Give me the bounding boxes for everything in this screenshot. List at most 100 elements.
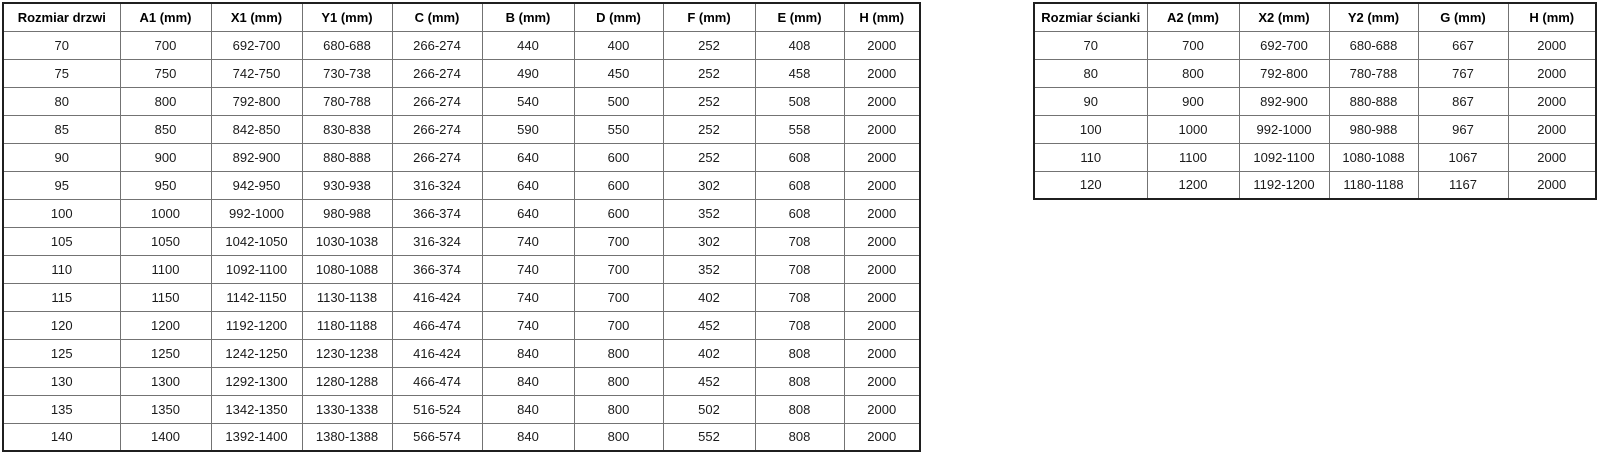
table-row: 135 1350 1342-1350 1330-1338 516-524 840 800 50… <box>2 394 921 424</box>
column-header: F (mm) <box>662 2 756 32</box>
table-row: 105 1050 1042-1050 1030-1038 316-324 740 700 30… <box>2 226 921 256</box>
table-row: 95 950 942-950 930-938 316-324 640 600 302 608 20… <box>2 170 921 200</box>
table-cell: 780-788 <box>301 86 393 116</box>
table-cell: 1230-1238 <box>301 338 393 368</box>
table-row: 120 1200 1192-1200 1180-1188 466-474 740 700 45… <box>2 310 921 340</box>
table-row: 70 700 692-700 680-688 667 2000 <box>1033 30 1597 60</box>
table-cell: 2000 <box>843 86 921 116</box>
table-cell: 800 <box>119 86 212 116</box>
table-cell: 2000 <box>843 422 921 452</box>
table-cell: 90 <box>1033 86 1148 116</box>
table-cell: 2000 <box>843 58 921 88</box>
table-cell: 740 <box>481 254 575 284</box>
table-row: 125 1250 1242-1250 1230-1238 416-424 840 800 40… <box>2 338 921 368</box>
table-cell: 1192-1200 <box>210 310 303 340</box>
table-cell: 252 <box>662 58 756 88</box>
table-cell: 402 <box>662 282 756 312</box>
table-cell: 416-424 <box>391 338 483 368</box>
table-cell: 1142-1150 <box>210 282 303 312</box>
table-cell: 70 <box>1033 30 1148 60</box>
doors-spec-table: Rozmiar drzwi A1 (mm) X1 (mm) Y1 (mm) C (mm)… <box>2 2 921 452</box>
table-cell: 1167 <box>1417 170 1509 200</box>
table-cell: 266-274 <box>391 86 483 116</box>
table-cell: 600 <box>573 198 664 228</box>
table-cell: 950 <box>119 170 212 200</box>
table-cell: 942-950 <box>210 170 303 200</box>
table-cell: 302 <box>662 170 756 200</box>
table-cell: 2000 <box>843 310 921 340</box>
table-cell: 2000 <box>843 282 921 312</box>
table-cell: 1042-1050 <box>210 226 303 256</box>
table-cell: 95 <box>2 170 121 200</box>
table-cell: 2000 <box>843 366 921 396</box>
column-header: Rozmiar ścianki <box>1033 2 1148 32</box>
table-cell: 302 <box>662 226 756 256</box>
table-cell: 780-788 <box>1328 58 1419 88</box>
table-cell: 1130-1138 <box>301 282 393 312</box>
table-cell: 80 <box>1033 58 1148 88</box>
table-cell: 2000 <box>843 198 921 228</box>
table-cell: 1250 <box>119 338 212 368</box>
table-cell: 416-424 <box>391 282 483 312</box>
table-row: 110 1100 1092-1100 1080-1088 366-374 740 700 35… <box>2 254 921 284</box>
table-cell: 266-274 <box>391 142 483 172</box>
table-cell: 75 <box>2 58 121 88</box>
table-cell: 266-274 <box>391 58 483 88</box>
table-cell: 840 <box>481 366 575 396</box>
table-cell: 2000 <box>843 30 921 60</box>
table-cell: 110 <box>2 254 121 284</box>
table-cell: 1000 <box>1146 114 1240 144</box>
table-cell: 800 <box>573 422 664 452</box>
table-cell: 1092-1100 <box>210 254 303 284</box>
table-cell: 252 <box>662 142 756 172</box>
table-cell: 1180-1188 <box>1328 170 1419 200</box>
table-cell: 808 <box>754 422 845 452</box>
table-cell: 100 <box>2 198 121 228</box>
table-cell: 100 <box>1033 114 1148 144</box>
table-cell: 502 <box>662 394 756 424</box>
table-cell: 708 <box>754 254 845 284</box>
table-cell: 558 <box>754 114 845 144</box>
table-cell: 90 <box>2 142 121 172</box>
table-cell: 708 <box>754 226 845 256</box>
table-cell: 980-988 <box>301 198 393 228</box>
table-cell: 2000 <box>843 226 921 256</box>
table-cell: 115 <box>2 282 121 312</box>
column-header: A2 (mm) <box>1146 2 1240 32</box>
table-cell: 792-800 <box>1238 58 1330 88</box>
header-row: Rozmiar ścianki A2 (mm) X2 (mm) Y2 (mm) G (m… <box>1033 2 1597 32</box>
table-row: 80 800 792-800 780-788 266-274 540 500 252 508 20… <box>2 86 921 116</box>
table-cell: 1180-1188 <box>301 310 393 340</box>
table-cell: 692-700 <box>210 30 303 60</box>
table-cell: 450 <box>573 58 664 88</box>
table-cell: 980-988 <box>1328 114 1419 144</box>
table-cell: 1200 <box>1146 170 1240 200</box>
table-cell: 600 <box>573 170 664 200</box>
table-cell: 708 <box>754 310 845 340</box>
table-cell: 252 <box>662 86 756 116</box>
table-cell: 2000 <box>843 170 921 200</box>
table-row: 130 1300 1292-1300 1280-1288 466-474 840 800 45… <box>2 366 921 396</box>
table-cell: 2000 <box>1507 30 1597 60</box>
table-cell: 352 <box>662 254 756 284</box>
table-cell: 608 <box>754 198 845 228</box>
table-cell: 1192-1200 <box>1238 170 1330 200</box>
table-cell: 2000 <box>843 114 921 144</box>
column-header: Y2 (mm) <box>1328 2 1419 32</box>
column-header: E (mm) <box>754 2 845 32</box>
table-row: 100 1000 992-1000 980-988 366-374 640 600 352 60… <box>2 198 921 228</box>
table-cell: 2000 <box>843 142 921 172</box>
table-cell: 880-888 <box>1328 86 1419 116</box>
table-cell: 667 <box>1417 30 1509 60</box>
column-header: G (mm) <box>1417 2 1509 32</box>
table-cell: 316-324 <box>391 226 483 256</box>
table-cell: 1050 <box>119 226 212 256</box>
table-cell: 800 <box>573 394 664 424</box>
table-cell: 316-324 <box>391 170 483 200</box>
table-cell: 130 <box>2 366 121 396</box>
table-cell: 2000 <box>1507 142 1597 172</box>
table-cell: 900 <box>1146 86 1240 116</box>
table-cell: 842-850 <box>210 114 303 144</box>
table-cell: 400 <box>573 30 664 60</box>
table-cell: 120 <box>1033 170 1148 200</box>
